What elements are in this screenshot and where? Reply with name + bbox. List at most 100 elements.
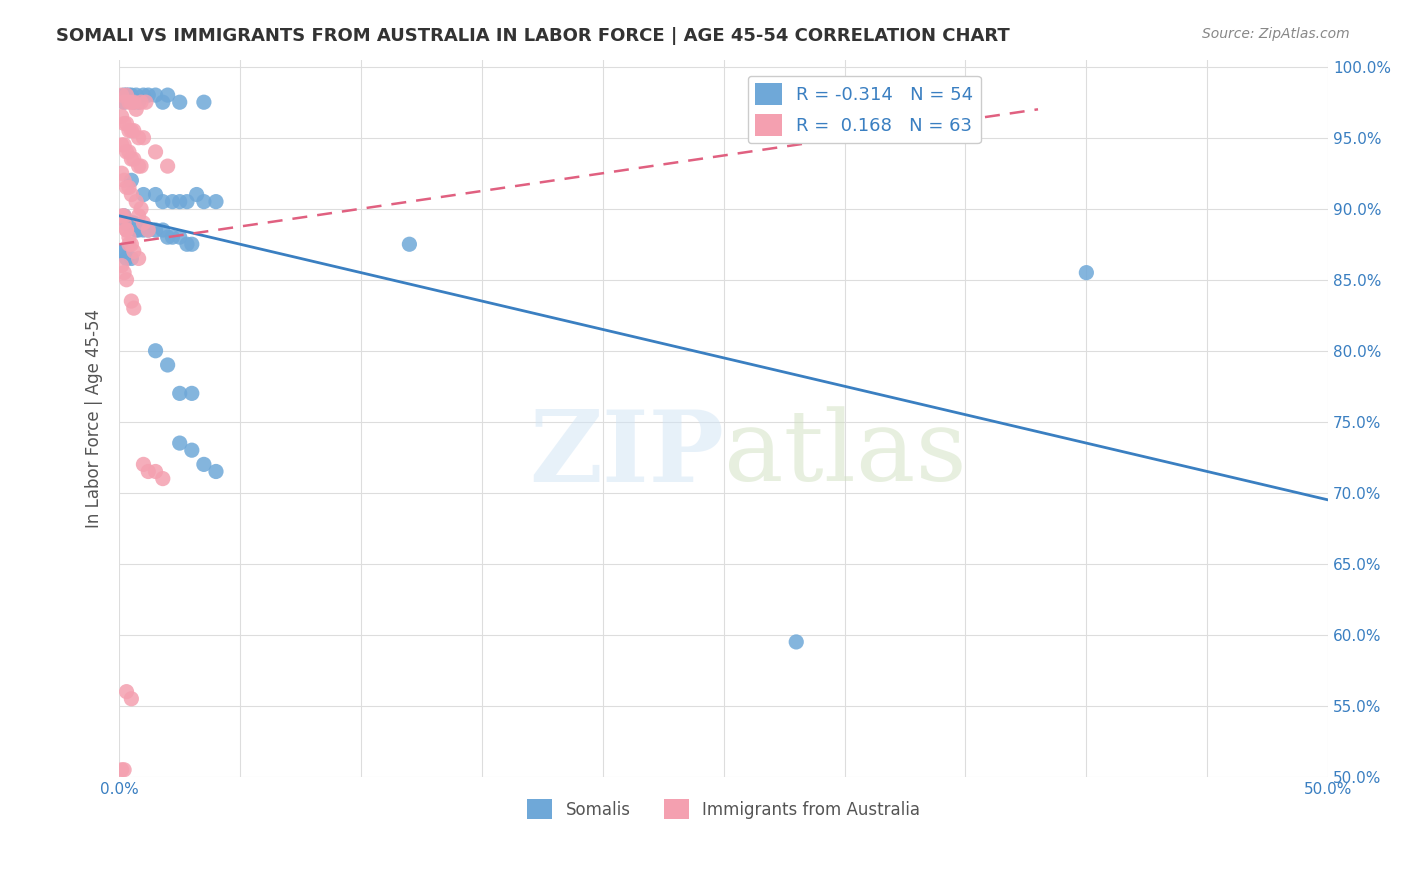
Point bbox=[115, 223, 138, 237]
Point bbox=[111, 244, 134, 259]
Point bbox=[152, 472, 174, 486]
Point bbox=[120, 252, 142, 266]
Point bbox=[169, 436, 191, 450]
Point bbox=[112, 173, 135, 187]
Point bbox=[136, 88, 159, 103]
Point bbox=[111, 88, 134, 103]
Point bbox=[136, 223, 159, 237]
Point bbox=[112, 216, 135, 230]
Point bbox=[205, 194, 228, 209]
Point bbox=[112, 266, 135, 280]
Point bbox=[122, 301, 145, 315]
Point bbox=[128, 130, 150, 145]
Point bbox=[120, 152, 142, 166]
Point bbox=[176, 237, 198, 252]
Point bbox=[122, 95, 145, 110]
Point bbox=[120, 691, 142, 706]
Point bbox=[115, 684, 138, 698]
Point bbox=[112, 95, 135, 110]
Point bbox=[135, 95, 157, 110]
Point bbox=[120, 216, 142, 230]
Point bbox=[132, 187, 155, 202]
Point bbox=[120, 173, 142, 187]
Point bbox=[162, 230, 184, 244]
Point bbox=[156, 358, 179, 372]
Point bbox=[118, 230, 141, 244]
Point bbox=[136, 223, 159, 237]
Point bbox=[180, 386, 202, 401]
Point bbox=[180, 443, 202, 458]
Point bbox=[111, 209, 134, 223]
Point bbox=[115, 216, 138, 230]
Point bbox=[180, 237, 202, 252]
Point bbox=[128, 252, 150, 266]
Point bbox=[115, 273, 138, 287]
Point bbox=[122, 216, 145, 230]
Point bbox=[112, 209, 135, 223]
Point bbox=[112, 95, 135, 110]
Point bbox=[125, 194, 148, 209]
Point bbox=[132, 216, 155, 230]
Point bbox=[128, 209, 150, 223]
Point bbox=[169, 230, 191, 244]
Point bbox=[120, 187, 142, 202]
Point bbox=[111, 110, 134, 124]
Point bbox=[118, 145, 141, 159]
Point bbox=[125, 103, 148, 117]
Point bbox=[145, 869, 167, 883]
Point bbox=[152, 223, 174, 237]
Point bbox=[115, 88, 138, 103]
Y-axis label: In Labor Force | Age 45-54: In Labor Force | Age 45-54 bbox=[86, 309, 103, 528]
Point bbox=[145, 343, 167, 358]
Point bbox=[118, 123, 141, 137]
Point bbox=[125, 88, 148, 103]
Point bbox=[115, 145, 138, 159]
Point bbox=[1076, 266, 1098, 280]
Point bbox=[145, 88, 167, 103]
Text: SOMALI VS IMMIGRANTS FROM AUSTRALIA IN LABOR FORCE | AGE 45-54 CORRELATION CHART: SOMALI VS IMMIGRANTS FROM AUSTRALIA IN L… bbox=[56, 27, 1010, 45]
Point bbox=[176, 194, 198, 209]
Point bbox=[112, 244, 135, 259]
Point bbox=[120, 294, 142, 309]
Point bbox=[112, 137, 135, 152]
Text: Source: ZipAtlas.com: Source: ZipAtlas.com bbox=[1202, 27, 1350, 41]
Point bbox=[128, 95, 150, 110]
Point bbox=[193, 95, 215, 110]
Point bbox=[118, 95, 141, 110]
Point bbox=[145, 223, 167, 237]
Point bbox=[193, 194, 215, 209]
Point bbox=[398, 237, 420, 252]
Point bbox=[118, 180, 141, 194]
Point bbox=[145, 187, 167, 202]
Point bbox=[120, 88, 142, 103]
Point bbox=[132, 130, 155, 145]
Point bbox=[122, 123, 145, 137]
Point bbox=[122, 152, 145, 166]
Point bbox=[125, 223, 148, 237]
Point bbox=[128, 223, 150, 237]
Point bbox=[111, 166, 134, 180]
Point bbox=[120, 237, 142, 252]
Point bbox=[132, 88, 155, 103]
Point bbox=[152, 95, 174, 110]
Point bbox=[169, 194, 191, 209]
Point bbox=[193, 458, 215, 472]
Point bbox=[145, 465, 167, 479]
Point bbox=[115, 88, 138, 103]
Point bbox=[152, 194, 174, 209]
Text: atlas: atlas bbox=[724, 406, 966, 502]
Point bbox=[111, 137, 134, 152]
Point bbox=[111, 259, 134, 273]
Point bbox=[115, 223, 138, 237]
Point bbox=[129, 159, 152, 173]
Text: ZIP: ZIP bbox=[529, 406, 724, 502]
Point bbox=[785, 635, 807, 649]
Point bbox=[132, 223, 155, 237]
Point bbox=[128, 159, 150, 173]
Point bbox=[118, 88, 141, 103]
Point bbox=[112, 88, 135, 103]
Point bbox=[186, 187, 208, 202]
Point bbox=[145, 145, 167, 159]
Point bbox=[156, 230, 179, 244]
Point bbox=[111, 763, 134, 777]
